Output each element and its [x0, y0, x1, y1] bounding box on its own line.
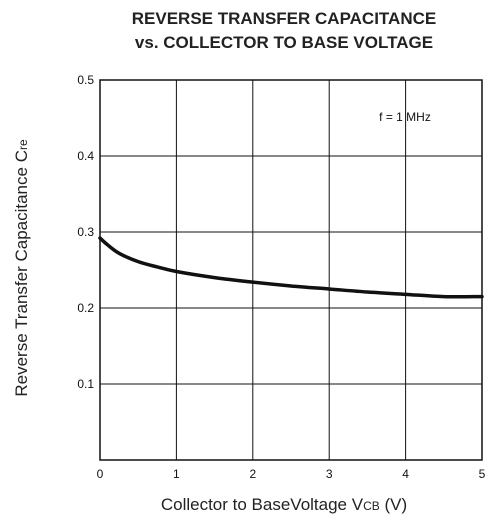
y-tick-label-0.3: 0.3 [77, 225, 94, 239]
y-tick-label-0.5: 0.5 [77, 73, 94, 87]
y-axis-label: Reverse Transfer Capacitance Cre [12, 139, 31, 397]
tick-labels: 0 1 2 3 4 5 0.1 0.2 0.3 0.4 0.5 [77, 73, 485, 481]
x-axis-label-unit: (V) [380, 495, 407, 514]
y-tick-label-0.4: 0.4 [77, 149, 94, 163]
capacitance-curve-0 [98, 236, 484, 299]
y-tick-label-0.1: 0.1 [77, 377, 94, 391]
plot-frame [99, 79, 483, 461]
x-tick-label-2: 2 [249, 467, 256, 481]
x-axis-label-main: Collector to BaseVoltage V [161, 495, 364, 514]
x-tick-label-5: 5 [479, 467, 486, 481]
x-tick-label-1: 1 [173, 467, 180, 481]
frequency-annotation: f = 1 MHz [379, 110, 431, 124]
y-axis-label-main: Reverse Transfer Capacitance C [12, 150, 31, 397]
x-axis-label-subscript: CB [363, 499, 380, 513]
x-tick-label-0: 0 [97, 467, 104, 481]
x-tick-label-3: 3 [326, 467, 333, 481]
chart-title-line2: vs. COLLECTOR TO BASE VOLTAGE [135, 33, 433, 52]
series-group [98, 236, 484, 299]
y-tick-label-0.2: 0.2 [77, 301, 94, 315]
y-axis-label-subscript: re [16, 139, 30, 150]
chart-title-line1: REVERSE TRANSFER CAPACITANCE [132, 9, 436, 28]
x-tick-label-4: 4 [402, 467, 409, 481]
grid [100, 80, 482, 460]
x-axis-label: Collector to BaseVoltage VCB (V) [161, 495, 407, 514]
